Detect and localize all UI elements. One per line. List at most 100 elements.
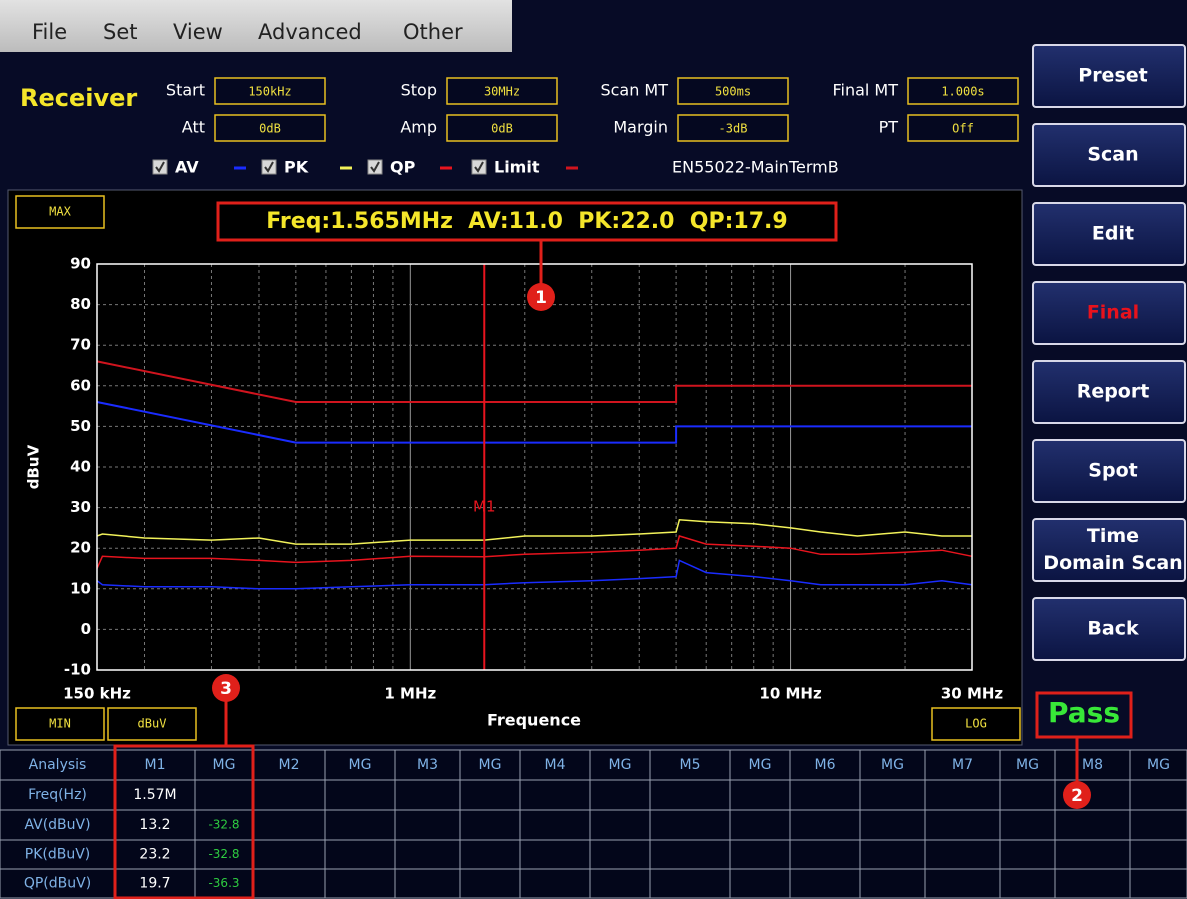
table-cell: -32.8 <box>208 818 239 832</box>
field-label: Att <box>182 118 205 137</box>
table-cell: 19.7 <box>139 876 170 892</box>
annotation-number: 1 <box>535 288 547 308</box>
checkbox[interactable] <box>152 159 168 175</box>
unit-label-box <box>107 707 197 741</box>
legend-label: AV <box>175 158 199 177</box>
button-label: Preset <box>1078 65 1147 87</box>
trace-1 <box>96 519 972 545</box>
y-tick-label: 60 <box>70 376 91 394</box>
y-tick-label: 50 <box>70 417 91 435</box>
field-value: 150kHz <box>248 85 291 99</box>
table-header: MG <box>213 757 236 773</box>
table-header: M4 <box>545 757 566 773</box>
menu-item[interactable]: Other <box>403 20 463 44</box>
table-cell: -32.8 <box>208 847 239 861</box>
table-header: M3 <box>417 757 438 773</box>
checkbox[interactable] <box>367 159 383 175</box>
table-header: M2 <box>279 757 300 773</box>
table-bg <box>0 750 1187 899</box>
checkbox[interactable] <box>471 159 487 175</box>
annotation-badge <box>527 283 555 311</box>
limit-line <box>96 401 972 444</box>
y-tick-label: 0 <box>81 620 91 638</box>
side-button[interactable] <box>1032 518 1186 582</box>
table-header: M1 <box>145 757 166 773</box>
scale-label-box <box>931 707 1021 741</box>
table-header: M7 <box>952 757 973 773</box>
y-tick-label: 80 <box>70 295 91 313</box>
table-header: MG <box>479 757 502 773</box>
field-label: PT <box>879 118 899 137</box>
field-value: 500ms <box>715 85 751 99</box>
field-box[interactable] <box>446 77 558 105</box>
side-button[interactable] <box>1032 44 1186 108</box>
scale-label: LOG <box>965 717 987 731</box>
y-tick-label: -10 <box>64 661 91 679</box>
field-box[interactable] <box>907 114 1019 142</box>
legend-label: PK <box>284 158 309 177</box>
menu-item[interactable]: Set <box>103 20 137 44</box>
table-header: MG <box>1147 757 1170 773</box>
side-button[interactable] <box>1032 123 1186 187</box>
min-label-box <box>15 707 105 741</box>
field-value: 1.000s <box>941 85 984 99</box>
table-header: MG <box>1016 757 1039 773</box>
button-label: Back <box>1087 618 1139 640</box>
row-label: AV(dBuV) <box>24 817 90 833</box>
table-header: M8 <box>1082 757 1103 773</box>
table-header: MG <box>749 757 772 773</box>
limit-standard: EN55022-MainTermB <box>672 158 839 177</box>
menu-item[interactable]: File <box>32 20 67 44</box>
field-box[interactable] <box>214 77 326 105</box>
button-label: Edit <box>1092 223 1134 245</box>
field-value: -3dB <box>719 122 748 136</box>
field-box[interactable] <box>214 114 326 142</box>
table-header: M5 <box>680 757 701 773</box>
side-button[interactable] <box>1032 360 1186 424</box>
field-label: Margin <box>613 118 668 137</box>
y-tick-label: 40 <box>70 458 91 476</box>
y-axis-label: dBuV <box>25 444 43 489</box>
field-box[interactable] <box>677 77 789 105</box>
table-cell: -36.3 <box>208 876 239 890</box>
row-label: Freq(Hz) <box>28 787 87 803</box>
limit-line <box>96 360 972 403</box>
x-tick-label: 10 MHz <box>759 685 822 703</box>
check-mark <box>370 161 380 173</box>
table-header: MG <box>349 757 372 773</box>
menu-item[interactable]: View <box>173 20 223 44</box>
field-label: Stop <box>401 81 437 100</box>
verdict: Pass <box>1048 696 1120 729</box>
y-tick-label: 20 <box>70 539 91 557</box>
check-mark <box>474 161 484 173</box>
button-label: Final <box>1087 302 1139 324</box>
field-value: 0dB <box>491 122 513 136</box>
field-value: 0dB <box>259 122 281 136</box>
field-box[interactable] <box>446 114 558 142</box>
table-cell: 1.57M <box>133 787 176 803</box>
table-header: MG <box>881 757 904 773</box>
field-box[interactable] <box>907 77 1019 105</box>
side-button[interactable] <box>1032 439 1186 503</box>
field-box[interactable] <box>677 114 789 142</box>
x-axis-label: Frequence <box>487 711 581 730</box>
unit-label: dBuV <box>138 717 167 731</box>
menu-item[interactable]: Advanced <box>258 20 362 44</box>
legend-label: QP <box>390 158 416 177</box>
side-button[interactable] <box>1032 281 1186 345</box>
button-label: Domain Scan <box>1043 552 1182 574</box>
x-tick-label: 1 MHz <box>384 685 436 703</box>
annotation-number: 3 <box>220 679 232 699</box>
side-button[interactable] <box>1032 597 1186 661</box>
check-mark <box>264 161 274 173</box>
y-tick-label: 10 <box>70 579 91 597</box>
trace-2 <box>96 535 973 569</box>
side-button[interactable] <box>1032 202 1186 266</box>
legend-label: Limit <box>494 158 540 177</box>
checkbox[interactable] <box>261 159 277 175</box>
field-label: Scan MT <box>600 81 668 100</box>
menu-bar <box>0 0 512 52</box>
plot-frame <box>96 263 973 671</box>
field-value: 30MHz <box>484 85 520 99</box>
table-cell: 13.2 <box>139 817 170 833</box>
